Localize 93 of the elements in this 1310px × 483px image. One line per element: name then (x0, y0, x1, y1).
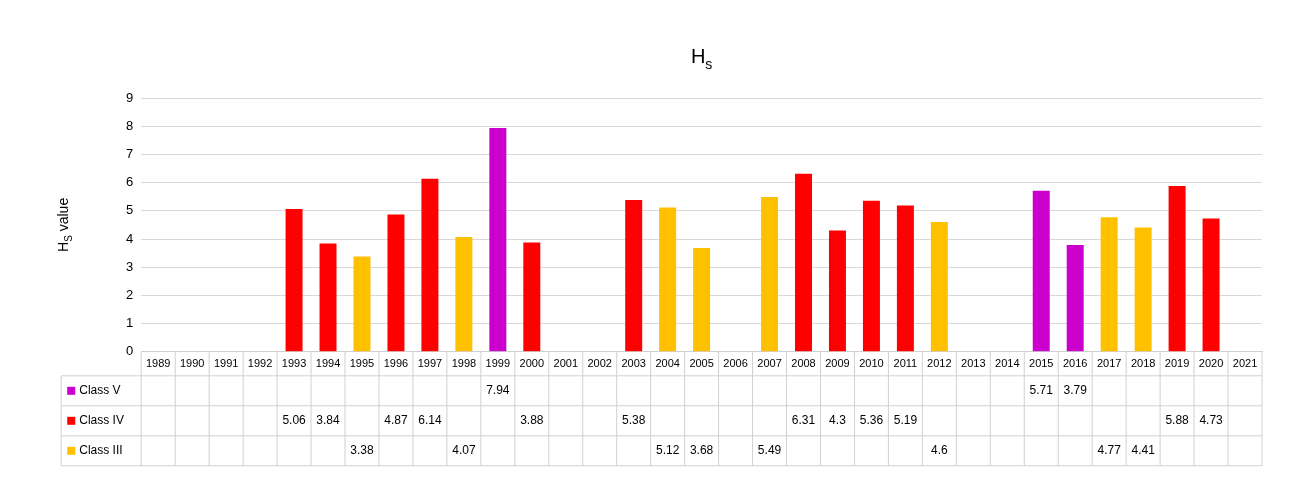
data-label: 5.06 (282, 413, 307, 428)
x-tick-label: 2001 (553, 357, 579, 370)
bar (761, 196, 779, 352)
x-tick-label: 2020 (1198, 357, 1224, 370)
data-label: 6.31 (791, 413, 816, 428)
data-label: 5.38 (622, 413, 646, 428)
x-tick-label: 1998 (451, 357, 477, 370)
data-label: 4.6 (931, 443, 949, 458)
bar (455, 237, 473, 352)
bar (930, 222, 948, 352)
x-tick-label: 2007 (757, 357, 782, 370)
x-tick-label: 2015 (1029, 357, 1054, 370)
x-tick-label: 2017 (1096, 357, 1122, 370)
x-tick-label: 2012 (927, 357, 952, 370)
legend-label: Class V (79, 383, 121, 398)
x-tick-label: 2006 (723, 357, 748, 370)
x-tick-label: 1989 (145, 357, 171, 370)
x-tick-label: 2013 (961, 357, 986, 370)
bar (319, 243, 337, 352)
y-tick-label: 5 (126, 202, 134, 218)
x-tick-label: 2019 (1164, 357, 1190, 370)
data-label: 7.94 (486, 383, 510, 398)
x-tick-label: 1994 (315, 357, 341, 370)
data-label: 4.07 (452, 443, 476, 458)
y-tick-label: 1 (126, 315, 134, 331)
x-tick-label: 1992 (247, 357, 273, 370)
y-axis-title: HS value (55, 197, 75, 252)
x-tick-label: 1997 (417, 357, 443, 370)
bar (693, 248, 711, 352)
data-label: 5.19 (893, 413, 918, 428)
data-label: 3.88 (520, 413, 544, 428)
y-tick-label: 4 (126, 230, 134, 246)
x-tick-label: 1995 (349, 357, 375, 370)
data-label: 5.71 (1029, 383, 1054, 398)
data-label: 5.12 (655, 443, 680, 458)
y-tick-label: 0 (126, 343, 134, 359)
bar (421, 178, 439, 352)
data-label: 4.73 (1199, 413, 1224, 428)
bar (1202, 218, 1220, 352)
bar (1134, 227, 1152, 352)
x-tick-label: 2003 (621, 357, 646, 370)
y-tick-label: 2 (126, 286, 134, 302)
bar (828, 230, 846, 352)
legend-label: Class III (79, 443, 123, 458)
data-label: 4.87 (384, 413, 408, 428)
x-tick-label: 2011 (893, 357, 918, 370)
x-tick-label: 2009 (825, 357, 850, 370)
bar (489, 127, 507, 352)
bar (795, 173, 812, 352)
x-tick-label: 1996 (383, 357, 409, 370)
data-label: 5.49 (757, 443, 782, 458)
x-tick-label: 1993 (281, 357, 307, 370)
x-tick-label: 2005 (689, 357, 714, 370)
data-label: 4.3 (829, 413, 847, 428)
x-tick-label: 1990 (179, 357, 205, 370)
y-tick-label: 6 (126, 174, 134, 190)
bar (1032, 190, 1050, 352)
bar (659, 207, 677, 352)
data-label: 6.14 (418, 413, 442, 428)
x-tick-label: 1991 (213, 357, 239, 370)
bar (1100, 217, 1118, 352)
data-label: 4.41 (1131, 443, 1156, 458)
x-tick-label: 2000 (519, 357, 545, 370)
data-label: 5.36 (859, 413, 884, 428)
bar (862, 200, 880, 352)
x-tick-label: 2010 (859, 357, 884, 370)
y-tick-label: 9 (126, 89, 134, 105)
bar (625, 200, 643, 352)
y-tick-label: 8 (126, 117, 134, 133)
legend-label: Class IV (79, 413, 124, 428)
x-tick-label: 2016 (1062, 357, 1088, 370)
data-label: 5.88 (1165, 413, 1190, 428)
y-tick-label: 3 (126, 258, 134, 274)
bar (387, 214, 405, 352)
bar (523, 242, 541, 352)
data-label: 3.68 (689, 443, 714, 458)
y-tick-label: 7 (126, 145, 134, 161)
bar (285, 209, 303, 352)
data-label: 3.84 (316, 413, 341, 428)
x-tick-label: 2002 (587, 357, 612, 370)
x-tick-label: 2004 (655, 357, 680, 370)
x-tick-label: 2018 (1130, 357, 1156, 370)
x-tick-label: 2021 (1232, 357, 1258, 370)
bar (1168, 185, 1186, 352)
x-tick-label: 2008 (791, 357, 816, 370)
data-label: 4.77 (1097, 443, 1122, 458)
data-label: 3.38 (350, 443, 374, 458)
bar (896, 205, 914, 352)
bar (1066, 244, 1084, 352)
x-tick-label: 2014 (995, 357, 1020, 370)
bar (353, 256, 371, 352)
x-tick-label: 1999 (485, 357, 511, 370)
data-label: 3.79 (1063, 383, 1088, 398)
